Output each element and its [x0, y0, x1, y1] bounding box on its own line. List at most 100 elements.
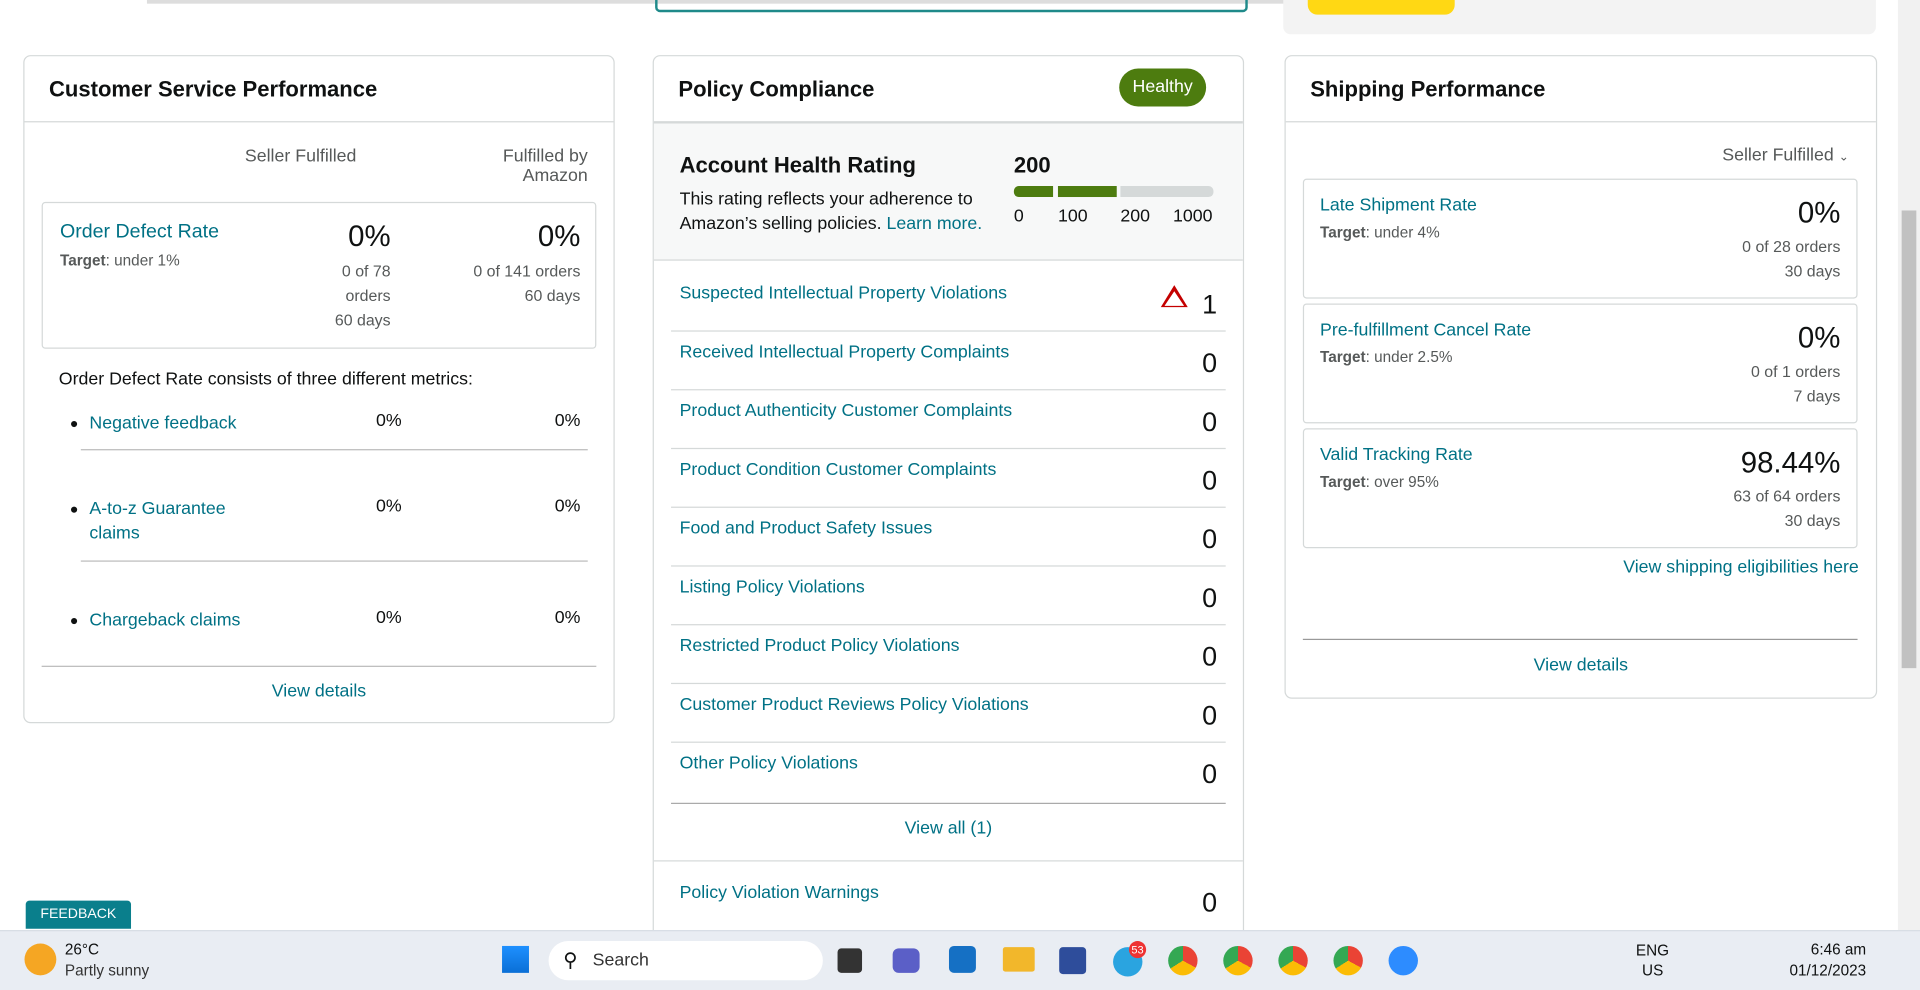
- taskbar: 26°C Partly sunny Search ⚲ 53 ENG US 6:46…: [0, 930, 1920, 990]
- card-title: Policy Compliance: [678, 77, 875, 102]
- bar-seg: [1057, 186, 1117, 198]
- view-all[interactable]: View all (1): [904, 818, 993, 839]
- divider: [671, 330, 1226, 332]
- value: 0%: [1797, 197, 1841, 231]
- target-label: Target: [1320, 473, 1366, 491]
- feedback-button[interactable]: FEEDBACK ✕: [25, 900, 132, 950]
- policy-count: 0: [1202, 641, 1218, 672]
- search: Search: [592, 950, 649, 971]
- app-icon[interactable]: [1059, 947, 1087, 975]
- value: 98.44%: [1740, 446, 1841, 480]
- app-icon[interactable]: [1223, 945, 1253, 976]
- col-header: Fulfilled by Amazon: [502, 146, 588, 187]
- days: 30 days: [1784, 261, 1841, 281]
- divider: [671, 802, 1226, 804]
- target-line: Target: under 4%: [1320, 224, 1440, 241]
- policy-link[interactable]: Policy Violation Warnings: [679, 883, 879, 904]
- view-details[interactable]: View details: [271, 681, 367, 702]
- policy-card: Policy Compliance Healthy Account Health…: [652, 55, 1245, 988]
- metric-link[interactable]: Valid Tracking Rate: [1320, 445, 1473, 466]
- divider: [1302, 638, 1858, 641]
- search-icon: ⚲: [563, 950, 578, 972]
- scrollbar: [1897, 0, 1920, 931]
- weather: Partly sunny: [64, 961, 150, 979]
- time: 6:46 am: [1810, 941, 1867, 959]
- divider: [653, 860, 1243, 862]
- app-icon[interactable]: [892, 948, 920, 973]
- policy-link[interactable]: Customer Product Reviews Policy Violatio…: [679, 695, 1029, 715]
- metric-link[interactable]: Order Defect Rate: [60, 221, 219, 243]
- rating-desc: This rating reflects your adherence to A…: [680, 187, 986, 236]
- scroll-thumb[interactable]: [1901, 210, 1917, 669]
- divider: [671, 741, 1226, 743]
- rating-panel: Account Health Rating This rating reflec…: [653, 123, 1243, 261]
- partial-box: [655, 0, 1248, 13]
- metric-link[interactable]: Negative feedback: [89, 413, 237, 434]
- value: 0%: [348, 220, 391, 254]
- policy-count: 0: [1202, 347, 1218, 379]
- days: 30 days: [1784, 511, 1841, 530]
- policy-link[interactable]: Suspected Intellectual Property Violatio…: [679, 283, 1007, 304]
- filter: Seller Fulfilled: [1722, 145, 1834, 166]
- value: 0%: [554, 411, 581, 431]
- divider: [671, 624, 1226, 626]
- language: ENG: [1635, 942, 1670, 960]
- customer-service-card: Customer Service Performance Seller Fulf…: [23, 55, 615, 724]
- intro: Order Defect Rate consists of three diff…: [58, 369, 473, 390]
- start-button[interactable]: [502, 945, 529, 973]
- divider: [671, 565, 1226, 567]
- app-icon[interactable]: [1168, 945, 1198, 976]
- filter-dropdown[interactable]: Seller Fulfilled ⌄: [1722, 145, 1849, 166]
- scale-label: 1000: [1173, 206, 1213, 227]
- app-icon[interactable]: [948, 945, 976, 973]
- bullet: [71, 506, 78, 513]
- metric-link[interactable]: Late Shipment Rate: [1320, 195, 1477, 216]
- target-label: Target: [1320, 348, 1366, 366]
- target: : over 95%: [1365, 473, 1439, 491]
- warning-inner: [1164, 291, 1185, 306]
- metric-box: Valid Tracking Rate Target: over 95% 98.44…: [1302, 428, 1858, 549]
- policy-count: 0: [1202, 406, 1218, 437]
- policy-count: 0: [1202, 887, 1218, 918]
- policy-count: 1: [1202, 288, 1218, 320]
- policy-link[interactable]: Food and Product Safety Issues: [679, 518, 933, 539]
- learn-more[interactable]: Learn more.: [886, 214, 983, 234]
- app-icon[interactable]: [1388, 945, 1418, 976]
- bar-seg: [1013, 186, 1054, 198]
- policy-count: 0: [1202, 523, 1218, 555]
- app-icon[interactable]: [1002, 947, 1035, 972]
- target: : under 1%: [105, 252, 180, 270]
- scale-label: 200: [1120, 206, 1151, 227]
- divider: [41, 665, 597, 667]
- view-details[interactable]: View details: [1533, 655, 1629, 676]
- metric-link[interactable]: A-to-z Guarantee claims: [89, 499, 226, 544]
- value: 0%: [375, 608, 402, 628]
- app-icon[interactable]: [837, 948, 863, 973]
- policy-count: 0: [1202, 758, 1218, 790]
- eligibility-link[interactable]: View shipping eligibilities here: [1623, 558, 1859, 578]
- divider: [80, 560, 588, 562]
- value: 0%: [537, 220, 581, 254]
- card-title: Customer Service Performance: [48, 77, 378, 102]
- metric-link[interactable]: Pre-fulfillment Cancel Rate: [1320, 320, 1532, 341]
- search-box[interactable]: Search ⚲: [548, 941, 823, 981]
- col-header: Seller Fulfilled: [244, 146, 357, 167]
- value: 0%: [375, 411, 402, 431]
- policy-link[interactable]: Listing Policy Violations: [679, 577, 865, 598]
- policy-count: 0: [1202, 582, 1218, 614]
- metric-link[interactable]: Chargeback claims: [89, 610, 241, 631]
- policy-link[interactable]: Other Policy Violations: [679, 753, 858, 774]
- policy-link[interactable]: Product Authenticity Customer Complaints: [679, 401, 1013, 421]
- days: 60 days: [334, 310, 391, 330]
- scale-label: 100: [1057, 206, 1088, 227]
- policy-link[interactable]: Product Condition Customer Complaints: [679, 460, 997, 480]
- app-icon[interactable]: [1333, 945, 1363, 976]
- app-icon[interactable]: [1278, 945, 1308, 976]
- divider: [80, 449, 588, 451]
- policy-link[interactable]: Restricted Product Policy Violations: [679, 636, 960, 656]
- card-header: Shipping Performance: [1285, 56, 1876, 123]
- card-header: Policy Compliance Healthy: [653, 56, 1243, 124]
- policy-link[interactable]: Received Intellectual Property Complaint…: [679, 342, 1010, 363]
- rating-value: 200: [1013, 152, 1051, 178]
